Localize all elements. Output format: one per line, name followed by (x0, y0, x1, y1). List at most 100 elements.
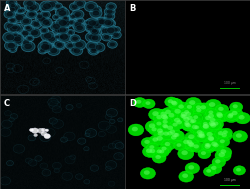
Circle shape (202, 141, 216, 151)
Circle shape (194, 128, 211, 141)
Circle shape (212, 109, 229, 122)
Circle shape (42, 164, 46, 167)
Circle shape (44, 33, 52, 39)
Circle shape (208, 139, 223, 151)
Circle shape (228, 113, 234, 117)
Circle shape (110, 42, 115, 47)
Circle shape (164, 129, 178, 139)
Circle shape (26, 10, 37, 19)
Circle shape (213, 122, 218, 125)
Circle shape (165, 97, 178, 107)
Circle shape (62, 20, 70, 26)
Circle shape (215, 159, 220, 163)
Circle shape (207, 163, 222, 174)
Circle shape (72, 20, 84, 29)
Circle shape (159, 113, 174, 124)
Circle shape (188, 165, 194, 170)
Circle shape (188, 143, 194, 147)
Circle shape (158, 131, 164, 136)
Circle shape (152, 112, 168, 124)
Circle shape (128, 124, 144, 136)
Circle shape (149, 145, 154, 149)
Circle shape (22, 40, 29, 45)
Circle shape (206, 108, 218, 118)
Text: D: D (129, 98, 136, 108)
Circle shape (87, 24, 96, 30)
Circle shape (50, 48, 58, 53)
Circle shape (174, 118, 180, 122)
Circle shape (60, 137, 68, 142)
Circle shape (178, 148, 194, 160)
Circle shape (86, 24, 93, 29)
Circle shape (162, 146, 166, 150)
Circle shape (66, 134, 72, 139)
Circle shape (11, 24, 24, 33)
Circle shape (92, 10, 100, 16)
Circle shape (232, 130, 248, 143)
Circle shape (66, 29, 74, 36)
Circle shape (49, 118, 58, 124)
Circle shape (178, 112, 193, 123)
Circle shape (198, 131, 204, 136)
Text: B: B (129, 4, 136, 13)
Circle shape (144, 170, 150, 175)
Circle shape (202, 141, 215, 150)
Circle shape (84, 2, 98, 12)
Circle shape (105, 19, 116, 28)
Circle shape (197, 130, 202, 134)
Circle shape (196, 105, 201, 109)
Circle shape (212, 157, 226, 168)
Circle shape (14, 33, 23, 40)
Circle shape (171, 135, 177, 139)
Circle shape (66, 105, 73, 110)
Circle shape (198, 121, 216, 134)
Circle shape (150, 149, 155, 153)
Circle shape (163, 122, 179, 135)
Circle shape (170, 129, 175, 134)
Circle shape (88, 131, 94, 135)
Circle shape (19, 8, 26, 13)
Circle shape (108, 4, 114, 9)
Circle shape (162, 124, 168, 128)
Circle shape (77, 175, 81, 178)
Circle shape (176, 109, 193, 121)
Circle shape (175, 102, 189, 113)
Circle shape (185, 97, 202, 110)
Circle shape (89, 27, 100, 35)
Circle shape (51, 96, 61, 103)
Circle shape (42, 19, 50, 25)
Circle shape (30, 136, 34, 139)
Circle shape (54, 164, 59, 168)
Circle shape (216, 112, 222, 117)
Circle shape (192, 105, 207, 116)
Circle shape (179, 137, 195, 149)
Circle shape (28, 12, 35, 17)
Circle shape (200, 122, 213, 132)
Circle shape (38, 47, 47, 54)
Circle shape (205, 108, 218, 118)
Circle shape (233, 166, 245, 175)
Circle shape (182, 114, 188, 119)
Circle shape (48, 98, 58, 106)
Circle shape (24, 0, 36, 8)
Circle shape (76, 25, 83, 31)
Circle shape (203, 141, 216, 151)
Circle shape (173, 141, 186, 151)
Circle shape (191, 123, 204, 133)
Circle shape (213, 143, 219, 147)
Circle shape (190, 113, 203, 123)
Circle shape (106, 108, 118, 117)
Circle shape (158, 144, 172, 155)
Circle shape (26, 27, 32, 31)
Circle shape (142, 145, 158, 158)
Circle shape (56, 42, 62, 47)
Circle shape (182, 108, 194, 117)
Circle shape (56, 43, 63, 48)
Circle shape (104, 147, 107, 150)
Circle shape (180, 137, 194, 148)
Circle shape (168, 98, 184, 110)
Circle shape (98, 19, 106, 24)
Circle shape (60, 34, 68, 40)
Circle shape (114, 153, 123, 160)
Circle shape (195, 131, 210, 142)
